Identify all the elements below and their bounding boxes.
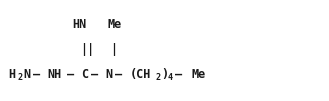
Text: ||: || [80,43,94,56]
Text: —: — [67,68,74,81]
Text: —: — [175,68,182,81]
Text: |: | [110,43,117,56]
Text: H: H [8,68,15,81]
Text: Me: Me [107,18,121,31]
Text: ): ) [161,68,168,81]
Text: 2: 2 [17,73,22,82]
Text: (CH: (CH [130,68,151,81]
Text: NH: NH [47,68,61,81]
Text: —: — [33,68,40,81]
Text: N: N [105,68,112,81]
Text: HN: HN [72,18,86,31]
Text: C: C [81,68,88,81]
Text: —: — [91,68,98,81]
Text: —: — [115,68,122,81]
Text: Me: Me [191,68,205,81]
Text: 4: 4 [168,73,173,82]
Text: 2: 2 [155,73,160,82]
Text: N: N [23,68,30,81]
